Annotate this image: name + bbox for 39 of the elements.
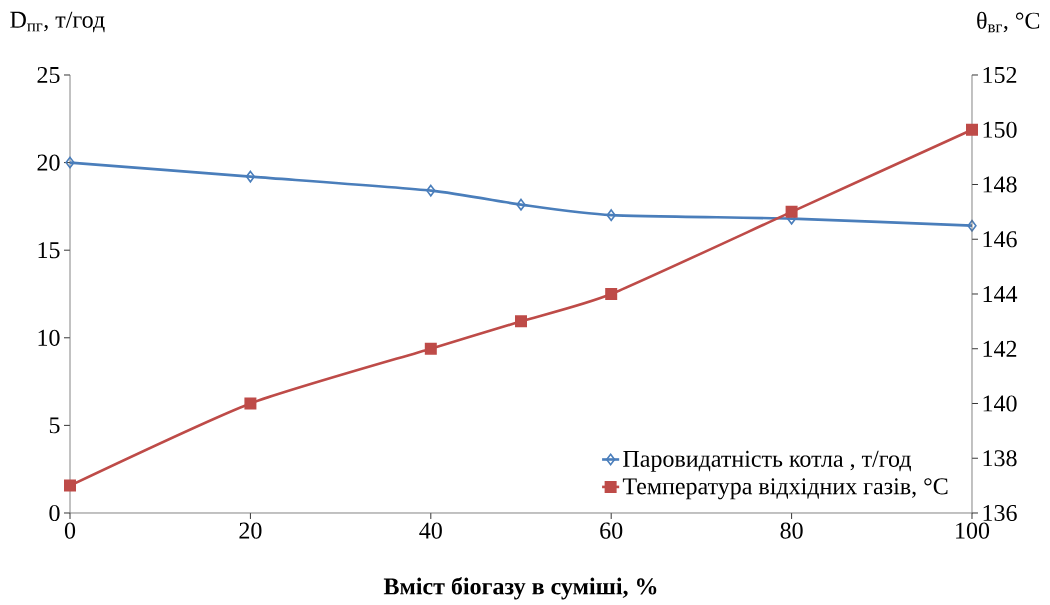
y2-tick-label: 136 xyxy=(983,504,1017,522)
x-axis-title: Вміст біогазу в суміші, % xyxy=(383,577,657,600)
point xyxy=(967,219,977,232)
point xyxy=(605,287,618,300)
y2-tick-label: 142 xyxy=(983,340,1017,357)
y2-tick-label: 138 xyxy=(983,450,1017,467)
point xyxy=(244,397,257,410)
y-tick-label: 10 xyxy=(38,329,60,346)
point xyxy=(516,198,526,211)
y-axis-title: D$_{пг}$, т/год xyxy=(10,11,105,33)
point xyxy=(515,315,528,328)
y2-tick-label: 144 xyxy=(983,286,1018,302)
point xyxy=(966,123,978,136)
legend-label: Температура відхідних газів, °C xyxy=(622,478,948,500)
point xyxy=(245,170,256,183)
x-tick-label: 20 xyxy=(239,522,262,539)
point xyxy=(424,342,437,355)
point xyxy=(426,184,436,197)
y-tick-label: 5 xyxy=(49,417,60,434)
legend-label: Паровидатність котла , т/год xyxy=(623,450,911,472)
x-tick-label: 100 xyxy=(956,522,990,539)
y-tick-label: 25 xyxy=(37,66,60,84)
point xyxy=(64,479,77,492)
point xyxy=(65,156,75,169)
y2-tick-label: 146 xyxy=(983,231,1017,248)
y-tick-label: 0 xyxy=(49,504,60,522)
y2-tick-label: 148 xyxy=(983,176,1017,193)
point xyxy=(606,209,616,222)
y-tick-label: 20 xyxy=(37,154,60,171)
y2-axis-title: θ$_{вг}$, °C xyxy=(977,11,1040,33)
x-tick-label: 40 xyxy=(419,522,442,539)
x-tick-label: 80 xyxy=(780,522,803,539)
y2-tick-label: 152 xyxy=(983,66,1017,84)
x-tick-label: 0 xyxy=(64,522,76,539)
y2-tick-label: 150 xyxy=(983,121,1017,138)
y2-tick-label: 140 xyxy=(983,395,1017,412)
x-tick-label: 60 xyxy=(600,522,623,539)
y-tick-label: 15 xyxy=(38,242,60,259)
point xyxy=(785,205,798,218)
